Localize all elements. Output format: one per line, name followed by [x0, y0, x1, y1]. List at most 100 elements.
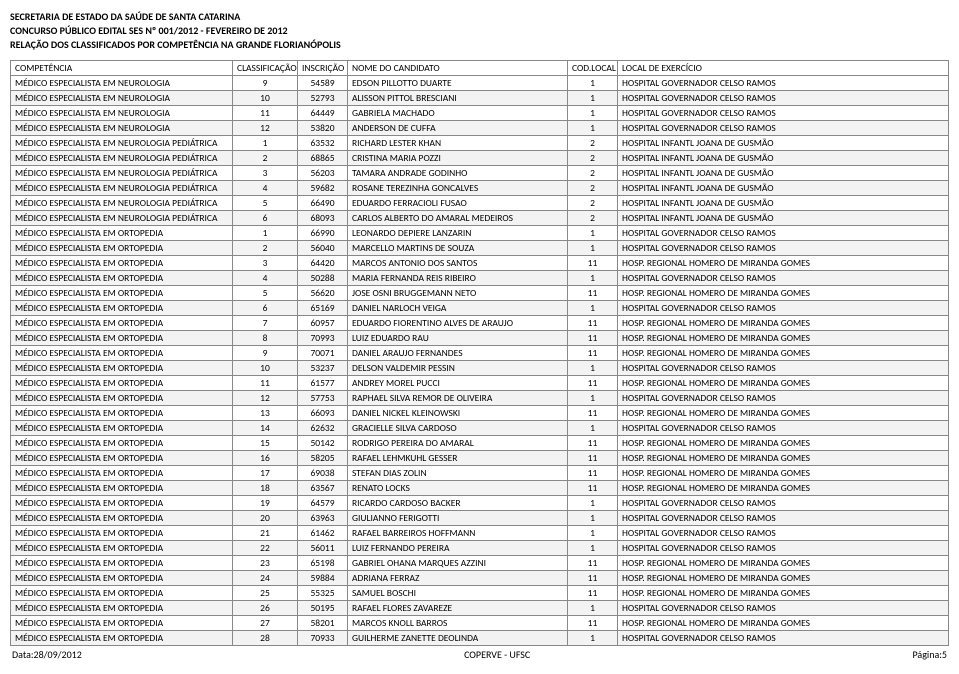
table-cell: CRISTINA MARIA POZZI	[348, 151, 568, 166]
table-cell: MÉDICO ESPECIALISTA EM ORTOPEDIA	[11, 286, 233, 301]
table-cell: 52793	[298, 91, 348, 106]
table-row: MÉDICO ESPECIALISTA EM ORTOPEDIA1257753R…	[11, 391, 949, 406]
table-cell: 11	[568, 571, 618, 586]
table-cell: MÉDICO ESPECIALISTA EM ORTOPEDIA	[11, 256, 233, 271]
table-cell: 25	[233, 586, 298, 601]
table-cell: MÉDICO ESPECIALISTA EM NEUROLOGIA	[11, 91, 233, 106]
table-cell: MÉDICO ESPECIALISTA EM NEUROLOGIA PEDIÁT…	[11, 211, 233, 226]
table-cell: MÉDICO ESPECIALISTA EM NEUROLOGIA PEDIÁT…	[11, 136, 233, 151]
table-cell: MÉDICO ESPECIALISTA EM ORTOPEDIA	[11, 616, 233, 631]
table-cell: HOSP. REGIONAL HOMERO DE MIRANDA GOMES	[618, 571, 949, 586]
table-row: MÉDICO ESPECIALISTA EM ORTOPEDIA256040MA…	[11, 241, 949, 256]
table-cell: 2	[568, 151, 618, 166]
table-cell: 59884	[298, 571, 348, 586]
table-cell: 18	[233, 481, 298, 496]
col-inscricao: INSCRIÇÃO	[298, 61, 348, 76]
table-cell: 1	[568, 631, 618, 646]
table-cell: 11	[568, 331, 618, 346]
table-cell: CARLOS ALBERTO DO AMARAL MEDEIROS	[348, 211, 568, 226]
table-cell: HOSP. REGIONAL HOMERO DE MIRANDA GOMES	[618, 376, 949, 391]
table-cell: MÉDICO ESPECIALISTA EM ORTOPEDIA	[11, 481, 233, 496]
footer-date: Data:28/09/2012	[12, 648, 82, 661]
table-cell: 3	[233, 256, 298, 271]
table-row: MÉDICO ESPECIALISTA EM ORTOPEDIA2758201M…	[11, 616, 949, 631]
table-cell: 56203	[298, 166, 348, 181]
table-cell: 1	[233, 226, 298, 241]
table-cell: 65169	[298, 301, 348, 316]
table-row: MÉDICO ESPECIALISTA EM NEUROLOGIA1052793…	[11, 91, 949, 106]
table-cell: HOSP. REGIONAL HOMERO DE MIRANDA GOMES	[618, 586, 949, 601]
table-cell: TAMARA ANDRADE GODINHO	[348, 166, 568, 181]
table-cell: HOSPITAL GOVERNADOR CELSO RAMOS	[618, 241, 949, 256]
table-cell: 11	[568, 286, 618, 301]
table-cell: 16	[233, 451, 298, 466]
table-cell: MÉDICO ESPECIALISTA EM ORTOPEDIA	[11, 601, 233, 616]
table-cell: 4	[233, 271, 298, 286]
table-cell: DELSON VALDEMIR PESSIN	[348, 361, 568, 376]
table-cell: HOSPITAL INFANTL JOANA DE GUSMÃO	[618, 181, 949, 196]
table-cell: MÉDICO ESPECIALISTA EM ORTOPEDIA	[11, 241, 233, 256]
table-row: MÉDICO ESPECIALISTA EM ORTOPEDIA2256011L…	[11, 541, 949, 556]
table-row: MÉDICO ESPECIALISTA EM NEUROLOGIA1164449…	[11, 106, 949, 121]
table-cell: HOSPITAL INFANTL JOANA DE GUSMÃO	[618, 151, 949, 166]
table-cell: 66990	[298, 226, 348, 241]
table-row: MÉDICO ESPECIALISTA EM ORTOPEDIA760957ED…	[11, 316, 949, 331]
table-cell: 1	[568, 121, 618, 136]
table-cell: 11	[568, 406, 618, 421]
table-cell: 1	[568, 226, 618, 241]
table-cell: GUILHERME ZANETTE DEOLINDA	[348, 631, 568, 646]
table-cell: 15	[233, 436, 298, 451]
table-cell: 50195	[298, 601, 348, 616]
table-cell: 6	[233, 211, 298, 226]
table-cell: 22	[233, 541, 298, 556]
table-cell: 17	[233, 466, 298, 481]
table-cell: 1	[568, 526, 618, 541]
table-cell: HOSPITAL GOVERNADOR CELSO RAMOS	[618, 526, 949, 541]
table-cell: DANIEL ARAUJO FERNANDES	[348, 346, 568, 361]
table-cell: ADRIANA FERRAZ	[348, 571, 568, 586]
table-row: MÉDICO ESPECIALISTA EM ORTOPEDIA1053237D…	[11, 361, 949, 376]
table-cell: MÉDICO ESPECIALISTA EM ORTOPEDIA	[11, 421, 233, 436]
col-nome: NOME DO CANDIDATO	[348, 61, 568, 76]
table-cell: 11	[568, 586, 618, 601]
col-local: LOCAL DE EXERCÍCIO	[618, 61, 949, 76]
table-row: MÉDICO ESPECIALISTA EM NEUROLOGIA PEDIÁT…	[11, 196, 949, 211]
footer-page: Página:5	[912, 648, 947, 661]
table-cell: MÉDICO ESPECIALISTA EM ORTOPEDIA	[11, 301, 233, 316]
table-cell: HOSP. REGIONAL HOMERO DE MIRANDA GOMES	[618, 346, 949, 361]
table-cell: LUIZ EDUARDO RAU	[348, 331, 568, 346]
table-cell: MÉDICO ESPECIALISTA EM ORTOPEDIA	[11, 361, 233, 376]
table-cell: MÉDICO ESPECIALISTA EM ORTOPEDIA	[11, 631, 233, 646]
table-cell: 14	[233, 421, 298, 436]
table-cell: 11	[568, 616, 618, 631]
table-cell: STEFAN DIAS ZOLIN	[348, 466, 568, 481]
table-cell: 55325	[298, 586, 348, 601]
table-cell: 1	[568, 601, 618, 616]
table-cell: 63963	[298, 511, 348, 526]
table-cell: 11	[568, 256, 618, 271]
table-cell: HOSPITAL GOVERNADOR CELSO RAMOS	[618, 421, 949, 436]
table-cell: 68093	[298, 211, 348, 226]
table-cell: 5	[233, 196, 298, 211]
table-cell: 11	[233, 106, 298, 121]
table-row: MÉDICO ESPECIALISTA EM ORTOPEDIA1366093D…	[11, 406, 949, 421]
table-cell: 2	[568, 211, 618, 226]
table-row: MÉDICO ESPECIALISTA EM ORTOPEDIA1550142R…	[11, 436, 949, 451]
table-cell: MÉDICO ESPECIALISTA EM ORTOPEDIA	[11, 466, 233, 481]
table-row: MÉDICO ESPECIALISTA EM NEUROLOGIA PEDIÁT…	[11, 151, 949, 166]
table-cell: SAMUEL BOSCHI	[348, 586, 568, 601]
table-cell: RAPHAEL SILVA REMOR DE OLIVEIRA	[348, 391, 568, 406]
table-cell: ANDERSON DE CUFFA	[348, 121, 568, 136]
table-cell: 56040	[298, 241, 348, 256]
col-codlocal: COD.LOCAL	[568, 61, 618, 76]
table-row: MÉDICO ESPECIALISTA EM ORTOPEDIA450288MA…	[11, 271, 949, 286]
table-row: MÉDICO ESPECIALISTA EM ORTOPEDIA364420MA…	[11, 256, 949, 271]
table-cell: HOSP. REGIONAL HOMERO DE MIRANDA GOMES	[618, 331, 949, 346]
table-cell: HOSPITAL GOVERNADOR CELSO RAMOS	[618, 106, 949, 121]
table-cell: 61462	[298, 526, 348, 541]
table-row: MÉDICO ESPECIALISTA EM ORTOPEDIA870993LU…	[11, 331, 949, 346]
table-cell: HOSPITAL GOVERNADOR CELSO RAMOS	[618, 511, 949, 526]
table-cell: MÉDICO ESPECIALISTA EM ORTOPEDIA	[11, 556, 233, 571]
table-cell: 11	[568, 556, 618, 571]
table-cell: 1	[568, 106, 618, 121]
